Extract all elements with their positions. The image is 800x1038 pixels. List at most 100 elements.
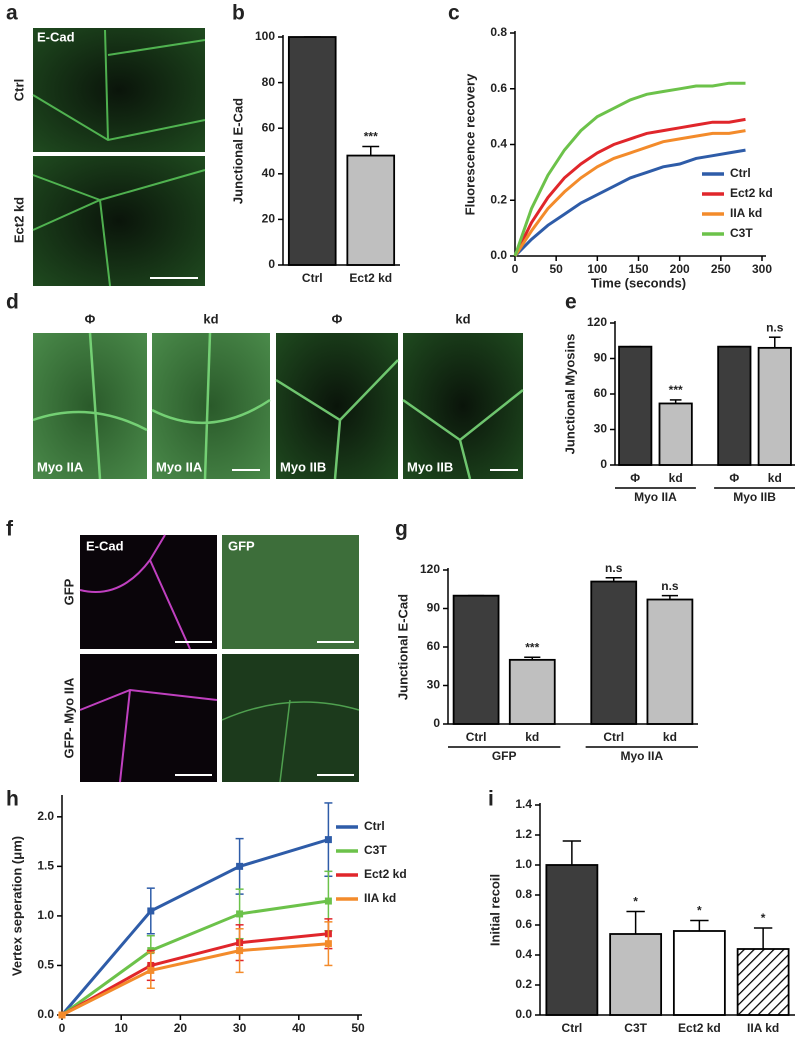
- y-tick-label: 30: [427, 678, 441, 692]
- y-axis-label: Junctional E-Cad: [230, 98, 245, 204]
- x-axis-label: Time (seconds): [591, 275, 686, 290]
- y-tick-label: 1.2: [515, 827, 532, 841]
- significance-label: ***: [525, 640, 539, 654]
- y-tick-label: 40: [262, 166, 276, 180]
- y-tick-label: 0: [433, 716, 440, 730]
- panel-letter: h: [6, 788, 19, 811]
- y-tick-label: 100: [255, 29, 275, 43]
- column-label: Φ: [332, 311, 343, 326]
- y-tick-label: 0.8: [490, 25, 507, 39]
- image-label: Myo IIB: [407, 459, 453, 474]
- micrograph-f: [79, 534, 360, 783]
- y-tick-label: 1.0: [515, 857, 532, 871]
- group-label: GFP: [492, 749, 517, 763]
- y-tick-label: 1.0: [37, 908, 54, 922]
- y-tick-label: 120: [420, 562, 440, 576]
- y-tick-label: 1.4: [515, 797, 532, 811]
- column-label: kd: [203, 311, 218, 326]
- row-label: GFP: [61, 578, 76, 605]
- series-line: [513, 81, 746, 257]
- bar: [646, 598, 694, 725]
- x-tick-label: 0: [59, 1021, 66, 1033]
- bar: [757, 346, 792, 466]
- marker: [236, 947, 244, 955]
- x-tick-label: 40: [292, 1021, 306, 1033]
- legend-label: IIA kd: [730, 206, 762, 220]
- significance-label: ***: [669, 383, 683, 397]
- y-tick-label: 0.2: [490, 192, 507, 206]
- y-tick-label: 0.6: [490, 81, 507, 95]
- image-label: Myo IIA: [156, 459, 203, 474]
- column-label: kd: [455, 311, 470, 326]
- x-tick-label: kd: [663, 730, 677, 744]
- micrograph-d: [32, 332, 524, 480]
- micrograph-a: [32, 28, 206, 287]
- marker: [58, 1011, 66, 1019]
- y-tick-label: 0.5: [37, 958, 54, 972]
- marker: [324, 940, 332, 948]
- y-axis-label: Vertex seperation (μm): [9, 836, 24, 976]
- y-axis-label: Initial recoil: [487, 874, 502, 946]
- group-label: Myo IIA: [634, 490, 677, 504]
- y-tick-label: 60: [594, 386, 608, 400]
- series-line: [60, 838, 329, 1016]
- bar: [508, 658, 556, 725]
- x-tick-label: Ect2 kd: [678, 1021, 721, 1033]
- significance-label: *: [697, 904, 702, 918]
- bar: [658, 402, 693, 466]
- y-tick-label: 0.4: [515, 947, 532, 961]
- panel-letter: b: [232, 2, 245, 25]
- marker: [324, 897, 332, 905]
- image-label: E-Cad: [86, 538, 124, 553]
- y-tick-label: 90: [594, 351, 608, 365]
- legend-label: C3T: [364, 843, 387, 857]
- x-tick-label: Ect2 kd: [349, 271, 392, 285]
- series-line: [61, 899, 329, 1017]
- x-tick-label: 250: [711, 262, 731, 276]
- y-tick-label: 90: [427, 601, 441, 615]
- y-axis-label: Fluorescence recovery: [462, 73, 477, 215]
- significance-label: n.s: [766, 320, 784, 334]
- x-tick-label: 30: [233, 1021, 247, 1033]
- x-tick-label: 0: [512, 262, 519, 276]
- x-tick-label: Ctrl: [562, 1021, 583, 1033]
- significance-label: n.s: [605, 561, 623, 575]
- x-tick-label: Φ: [630, 471, 640, 485]
- x-tick-label: Ctrl: [603, 730, 624, 744]
- legend-label: Ect2 kd: [730, 186, 773, 200]
- column-label: Φ: [85, 311, 96, 326]
- marker: [324, 836, 332, 844]
- y-tick-label: 0: [600, 457, 607, 471]
- series-line: [513, 148, 746, 258]
- y-tick-label: 60: [427, 639, 441, 653]
- y-tick-label: 0.4: [490, 137, 507, 151]
- legend-label: IIA kd: [364, 891, 396, 905]
- y-tick-label: 0.0: [515, 1007, 532, 1021]
- y-tick-label: 120: [587, 315, 607, 329]
- image-label: Myo IIA: [37, 459, 84, 474]
- group-label: Myo IIB: [733, 490, 776, 504]
- y-tick-label: 0: [268, 257, 275, 271]
- image-label: Myo IIB: [280, 459, 326, 474]
- x-tick-label: 200: [670, 262, 690, 276]
- x-tick-label: 300: [752, 262, 772, 276]
- x-tick-label: kd: [525, 730, 539, 744]
- x-tick-label: 150: [628, 262, 648, 276]
- bar: [545, 864, 599, 1016]
- bar: [590, 580, 638, 725]
- y-axis-label: Junctional E-Cad: [395, 594, 410, 700]
- panel-letter: f: [6, 518, 14, 541]
- marker: [236, 862, 244, 870]
- y-tick-label: 0.6: [515, 917, 532, 931]
- y-tick-label: 0.8: [515, 887, 532, 901]
- image-label: E-Cad: [37, 29, 75, 44]
- group-label: Myo IIA: [620, 749, 663, 763]
- x-tick-label: 10: [115, 1021, 129, 1033]
- x-tick-label: Ctrl: [302, 271, 323, 285]
- y-tick-label: 30: [594, 422, 608, 436]
- legend-label: Ect2 kd: [364, 867, 407, 881]
- x-tick-label: 50: [351, 1021, 365, 1033]
- bar: [287, 36, 337, 266]
- row-label: Ctrl: [11, 79, 26, 101]
